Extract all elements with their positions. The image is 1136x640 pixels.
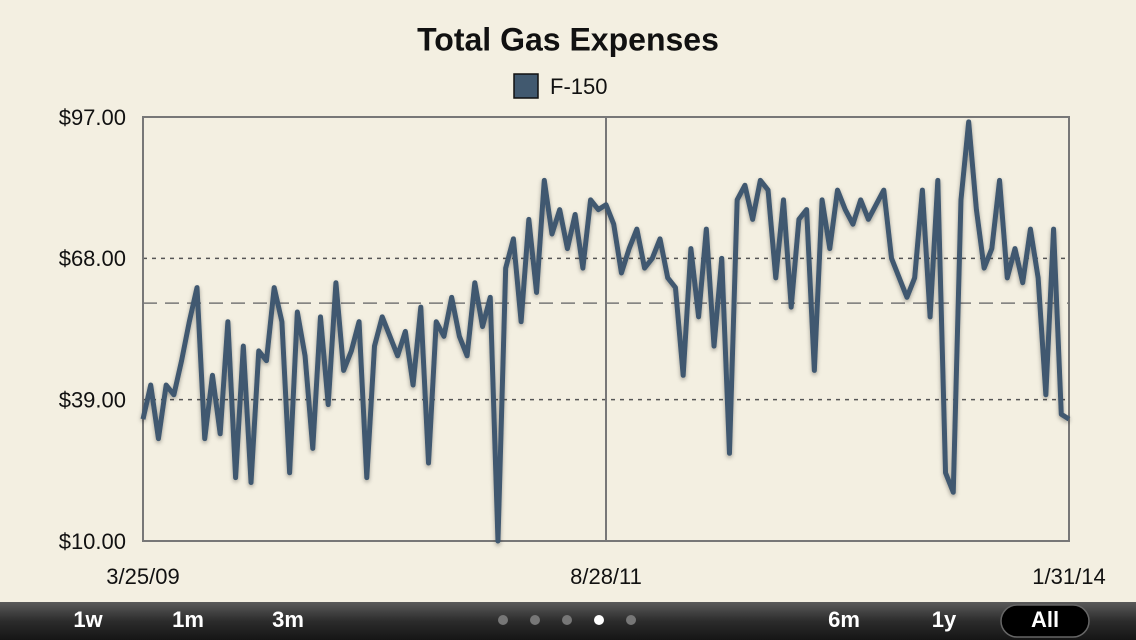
data-line bbox=[140, 119, 1071, 544]
page-dot bbox=[594, 615, 604, 625]
page-dot bbox=[562, 615, 572, 625]
chart-title: Total Gas Expenses bbox=[417, 21, 719, 57]
y-tick-label: $68.00 bbox=[59, 246, 126, 271]
plot-frame bbox=[142, 116, 1070, 542]
page-dot bbox=[498, 615, 508, 625]
page-dot bbox=[530, 615, 540, 625]
toolbar-button[interactable]: 1w bbox=[73, 607, 103, 632]
toolbar-button[interactable]: 3m bbox=[272, 607, 304, 632]
selected-pill bbox=[1000, 604, 1090, 638]
toolbar-button[interactable]: 1y bbox=[932, 607, 957, 632]
toolbar-button[interactable]: All bbox=[1031, 607, 1059, 632]
legend-label: F-150 bbox=[550, 74, 607, 99]
legend-swatch bbox=[513, 73, 539, 99]
y-tick-label: $39.00 bbox=[59, 387, 126, 412]
page-dot bbox=[626, 615, 636, 625]
x-tick-label: 8/28/11 bbox=[570, 564, 642, 589]
toolbar-button[interactable]: 6m bbox=[828, 607, 860, 632]
y-tick-label: $10.00 bbox=[59, 529, 126, 554]
toolbar-button[interactable]: 1m bbox=[172, 607, 204, 632]
x-tick-label: 3/25/09 bbox=[106, 564, 179, 589]
y-tick-label: $97.00 bbox=[59, 105, 126, 130]
x-tick-label: 1/31/14 bbox=[1032, 564, 1105, 589]
